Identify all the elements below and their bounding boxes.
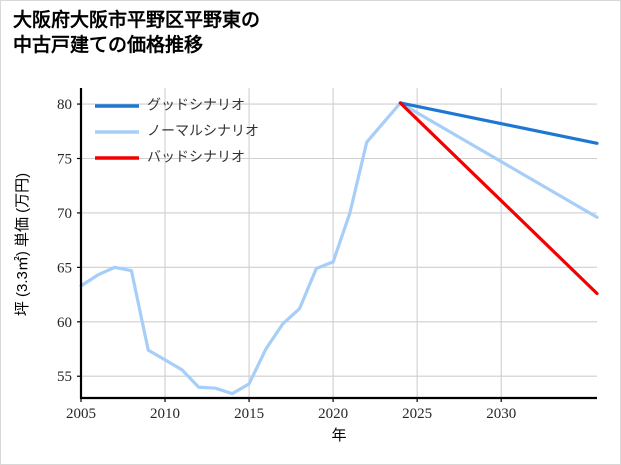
x-axis-tick-label: 2030 bbox=[486, 406, 516, 422]
horizontal-gridlines bbox=[81, 103, 597, 377]
y-axis-tick-label: 70 bbox=[57, 206, 72, 222]
vertical-gridlines bbox=[80, 88, 502, 398]
legend-label-good: グッドシナリオ bbox=[147, 97, 245, 113]
y-axis-tick-label: 55 bbox=[57, 369, 72, 385]
y-axis-tick-label: 60 bbox=[57, 315, 72, 331]
legend-label-normal: ノーマルシナリオ bbox=[147, 123, 259, 139]
x-axis-tick-label: 2025 bbox=[402, 406, 432, 422]
page-title: 大阪府大阪市平野区平野東の 中古戸建ての価格推移 bbox=[13, 10, 261, 56]
x-axis-tick-label: 2020 bbox=[318, 406, 348, 422]
legend-label-bad: バッドシナリオ bbox=[147, 149, 245, 165]
x-axis-title: 年 bbox=[331, 427, 346, 444]
x-axis-tick-label: 2005 bbox=[66, 406, 96, 422]
y-axis-title: 坪 (3.3㎡) 単価 (万円) bbox=[14, 173, 31, 316]
series-line-bad bbox=[398, 101, 599, 296]
y-axis-tick-labels: 55 60 65 70 75 80 bbox=[57, 97, 72, 385]
series-line-good bbox=[398, 101, 599, 145]
axes bbox=[77, 88, 597, 402]
x-axis-tick-label: 2010 bbox=[150, 406, 180, 422]
y-axis-tick-label: 75 bbox=[57, 151, 72, 167]
series-line-normal bbox=[79, 101, 599, 396]
y-axis-tick-label: 65 bbox=[57, 260, 72, 276]
series-lines bbox=[79, 101, 599, 396]
x-axis-tick-label: 2015 bbox=[234, 406, 264, 422]
x-axis-tick-labels: 2005 2010 2015 2020 2025 2030 bbox=[66, 406, 516, 422]
y-axis-tick-label: 80 bbox=[57, 97, 72, 113]
